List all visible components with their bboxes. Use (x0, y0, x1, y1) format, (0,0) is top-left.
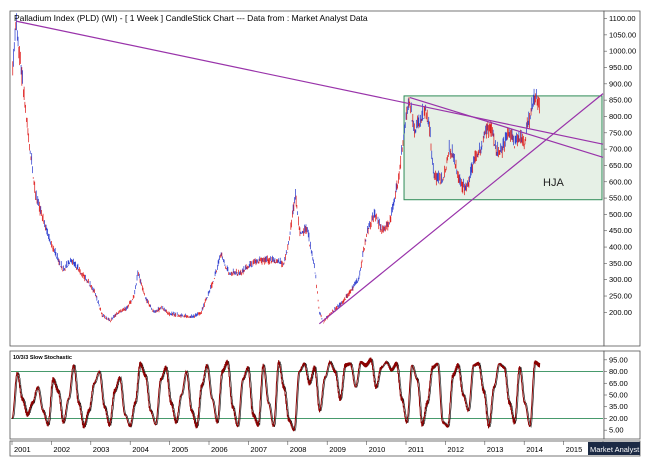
hja-annotation: HJA (543, 177, 564, 189)
price-tick-label: 500.00 (609, 210, 632, 219)
time-tick-label: 2007 (250, 445, 267, 454)
price-tick-label: 700.00 (609, 145, 632, 154)
price-tick-label: 1050.00 (609, 30, 636, 39)
stoch-axis-bg (603, 350, 641, 440)
price-tick-label: 850.00 (609, 96, 632, 105)
candlestick-series (12, 13, 540, 324)
price-axis: 200.00 250.00 300.00 350.00 400.00 450.00 500.… (604, 14, 636, 317)
time-tick-label: 2005 (172, 445, 189, 454)
time-tick-label: 2001 (14, 445, 31, 454)
time-tick-label: 2003 (93, 445, 110, 454)
time-tick-label: 2004 (132, 445, 149, 454)
time-tick-label: 2008 (290, 445, 307, 454)
time-tick-label: 2013 (487, 445, 504, 454)
price-tick-label: 900.00 (609, 79, 632, 88)
price-tick-label: 750.00 (609, 128, 632, 137)
stoch-axis: 5.00 20.00 35.00 50.00 65.00 80.00 95.00 (604, 355, 628, 435)
stoch-tick-label: 65.00 (609, 379, 628, 388)
price-tick-label: 350.00 (609, 259, 632, 268)
price-tick-label: 1000.00 (609, 47, 636, 56)
trend-lines (15, 20, 604, 325)
price-tick-label: 200.00 (609, 308, 632, 317)
stochastic-pane (9, 350, 605, 440)
brand-label: Market Analyst 6 (590, 445, 645, 454)
stoch-tick-label: 50.00 (609, 391, 628, 400)
stoch-tick-label: 35.00 (609, 402, 628, 411)
time-tick-label: 2014 (526, 445, 543, 454)
price-tick-label: 400.00 (609, 243, 632, 252)
price-tick-label: 550.00 (609, 194, 632, 203)
time-tick-label: 2011 (408, 445, 424, 454)
stoch-title: 10/3/3 Slow Stochastic (13, 355, 72, 361)
time-tick-label: 2006 (211, 445, 228, 454)
price-tick-label: 300.00 (609, 275, 632, 284)
price-tick-label: 950.00 (609, 63, 632, 72)
chart-title: Palladium Index (PLD) (WI) - [ 1 Week ] … (14, 13, 368, 23)
time-tick-label: 2010 (369, 445, 386, 454)
stoch-tick-label: 80.00 (609, 367, 628, 376)
price-tick-label: 650.00 (609, 161, 632, 170)
stoch-signal-line (11, 358, 541, 432)
price-tick-label: 800.00 (609, 112, 632, 121)
time-axis: 2001 2002 2003 2004 2005 2006 2007 2008 2009 2010… (11, 441, 604, 454)
price-tick-label: 450.00 (609, 226, 632, 235)
time-tick-label: 2012 (447, 445, 464, 454)
price-axis-bg (603, 10, 641, 347)
stochastic-series (11, 357, 541, 432)
stoch-tick-label: 5.00 (609, 426, 624, 435)
trend-line (409, 96, 604, 158)
trend-line (15, 20, 604, 145)
time-tick-label: 2015 (566, 445, 583, 454)
price-tick-label: 250.00 (609, 292, 632, 301)
stoch-main-line (11, 357, 541, 432)
trend-line (318, 93, 604, 325)
stoch-tick-label: 95.00 (609, 355, 628, 364)
time-tick-label: 2002 (53, 445, 70, 454)
price-tick-label: 600.00 (609, 177, 632, 186)
brand-badge (588, 442, 640, 455)
stoch-tick-label: 20.00 (609, 414, 628, 423)
price-tick-label: 1100.00 (609, 14, 636, 23)
time-tick-label: 2009 (329, 445, 346, 454)
